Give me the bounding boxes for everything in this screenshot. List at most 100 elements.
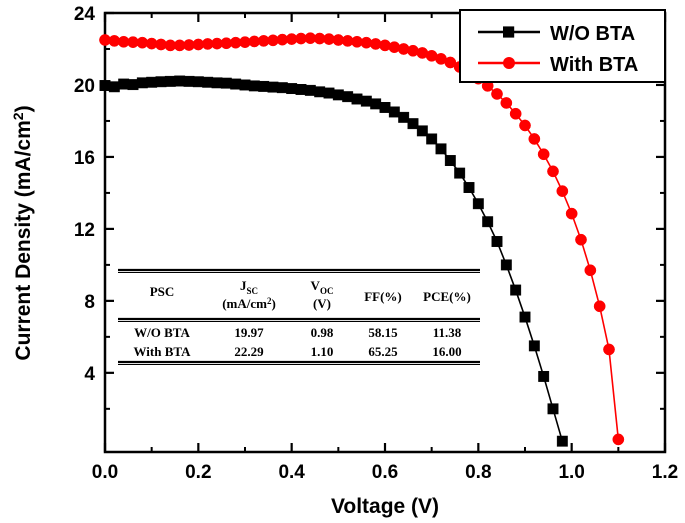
y-tick-label-2: 12: [74, 220, 95, 241]
data-point-marker: [612, 433, 625, 446]
cell-ff: 65.25: [368, 344, 398, 359]
data-point-marker: [342, 91, 354, 103]
voc-unit: (V): [313, 296, 331, 311]
legend-square-marker: [503, 26, 515, 38]
data-point-marker: [426, 133, 438, 145]
data-point-marker: [183, 75, 195, 87]
data-point-marker: [491, 236, 503, 247]
x-tick-label-5: 1.0: [558, 462, 584, 483]
data-point-marker: [584, 264, 597, 277]
data-point-marker: [276, 82, 288, 94]
voc-symbol: V: [311, 278, 321, 293]
y-axis-title-superscript: 2: [10, 112, 26, 120]
data-point-marker: [500, 97, 513, 109]
data-point-marker: [538, 370, 550, 382]
data-point-marker: [323, 87, 335, 99]
x-tick-label-0: 0.0: [92, 462, 118, 483]
cell-jsc: 22.29: [234, 344, 264, 359]
data-point-marker: [565, 207, 578, 220]
table-col-header-psc: PSC: [150, 284, 175, 299]
y-axis-title: Current Density (mA/cm2): [10, 105, 35, 360]
cell-voc: 0.98: [311, 325, 334, 340]
data-point-marker: [230, 78, 242, 90]
data-point-marker: [388, 106, 400, 118]
data-point-marker: [174, 75, 186, 87]
legend-label-w-o-bta: W/O BTA: [550, 23, 635, 45]
data-point-marker: [472, 198, 484, 210]
table-row: W/O BTA 19.97 0.98 58.15 11.38: [134, 325, 462, 340]
x-axis-tick-labels: 0.0 0.2 0.4 0.6 0.8 1.0 1.2: [92, 462, 678, 483]
data-point-marker: [603, 343, 615, 356]
data-point-marker: [202, 76, 214, 88]
x-tick-label-3: 0.6: [372, 462, 398, 483]
data-point-marker: [211, 77, 223, 89]
table-row: With BTA 22.29 1.10 65.25 16.00: [134, 344, 462, 359]
inset-performance-table: PSC JSC (mA/cm2) VOC (V) FF(%) PCE(%) W/…: [118, 268, 480, 365]
table-col-header-pce: PCE(%): [423, 289, 471, 304]
data-point-marker: [118, 78, 130, 90]
data-point-marker: [164, 75, 176, 87]
data-point-marker: [444, 155, 456, 166]
legend-label-with-bta: With BTA: [550, 54, 638, 76]
data-point-marker: [528, 340, 540, 352]
legend-circle-marker: [503, 57, 515, 69]
svg-text:(mA/cm2): (mA/cm2): [222, 296, 276, 311]
y-axis-title-tail: ): [12, 105, 35, 112]
legend[interactable]: W/O BTA With BTA: [459, 9, 666, 83]
legend-item-with-bta[interactable]: With BTA: [478, 54, 638, 76]
data-point-marker: [155, 76, 167, 88]
x-tick-label-4: 0.8: [465, 462, 491, 483]
svg-text:Current Density (mA/cm2): Current Density (mA/cm2): [10, 105, 35, 360]
y-axis-title-main: Current Density (mA/cm: [12, 120, 35, 360]
data-point-marker: [519, 311, 531, 323]
x-tick-label-1: 0.2: [185, 462, 211, 483]
cell-pce: 16.00: [432, 344, 461, 359]
cell-psc: W/O BTA: [134, 325, 190, 340]
data-point-marker: [435, 143, 447, 155]
y-tick-label-3: 16: [74, 148, 95, 169]
data-point-marker: [286, 83, 298, 95]
cell-voc: 1.10: [311, 344, 334, 359]
data-point-marker: [146, 76, 158, 88]
data-point-marker: [360, 95, 372, 107]
y-tick-label-5: 24: [74, 4, 96, 25]
data-point-marker: [370, 98, 382, 110]
data-point-marker: [248, 80, 260, 92]
svg-text:VOC: VOC: [311, 278, 334, 296]
table-col-header-ff: FF(%): [364, 289, 402, 304]
data-point-marker: [295, 84, 307, 95]
data-point-marker: [108, 81, 120, 93]
data-point-marker: [575, 233, 587, 246]
data-point-marker: [491, 88, 503, 100]
data-point-marker: [267, 81, 279, 93]
data-point-marker: [351, 93, 363, 105]
data-point-marker: [314, 86, 326, 98]
data-point-marker: [398, 111, 410, 123]
data-point-marker: [510, 284, 522, 296]
data-point-marker: [192, 76, 204, 88]
data-point-marker: [304, 84, 316, 96]
series-w-o-bta: [99, 75, 568, 447]
data-point-marker: [136, 77, 148, 89]
data-point-marker: [332, 89, 344, 101]
jsc-subscript: SC: [246, 286, 258, 296]
data-point-marker: [593, 300, 606, 313]
data-point-marker: [258, 80, 270, 92]
jsc-unit-superscript: 2: [267, 296, 272, 306]
y-tick-label-4: 20: [74, 76, 95, 97]
jsc-unit: (mA/cm: [222, 296, 267, 311]
legend-item-w-o-bta[interactable]: W/O BTA: [478, 23, 635, 45]
data-point-marker: [99, 80, 111, 91]
x-tick-label-6: 1.2: [652, 462, 678, 483]
data-point-marker: [220, 77, 232, 89]
data-point-marker: [482, 216, 494, 228]
table-col-header-voc: VOC (V): [311, 278, 334, 311]
data-point-marker: [556, 185, 569, 197]
cell-ff: 58.15: [368, 325, 398, 340]
y-axis-tick-labels: 4 8 12 16 20 24: [74, 4, 96, 385]
svg-text:JSC: JSC: [240, 278, 258, 296]
legend-items: W/O BTA With BTA: [478, 23, 638, 76]
jsc-unit-tail: ): [271, 296, 275, 311]
